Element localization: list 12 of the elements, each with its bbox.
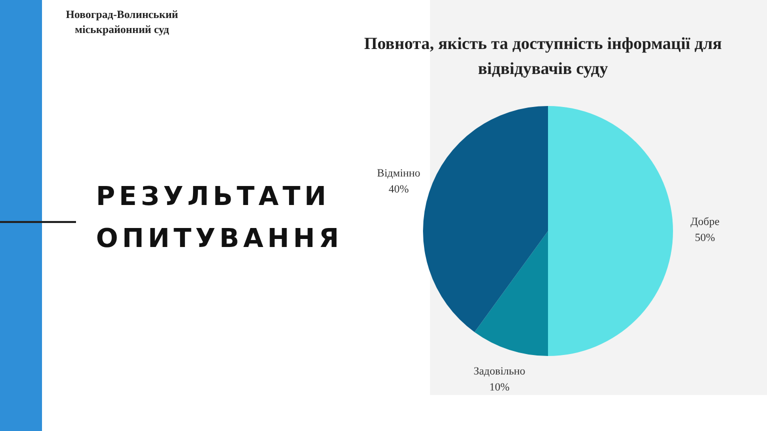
pie-slice [548, 106, 673, 356]
slice-label: Добре [690, 216, 720, 228]
pie-slice [423, 106, 548, 332]
chart-title: Повнота, якість та доступність інформації для відвідувачів суду [363, 33, 723, 80]
slice-label: Задовільно [474, 365, 526, 378]
slice-label: Відмінно [377, 167, 421, 180]
data-label: 10% [489, 381, 510, 394]
data-label: 50% [694, 232, 716, 244]
data-label: 40% [388, 183, 409, 196]
pie-slice [474, 231, 548, 356]
text: РЕЗУЛЬТАТИ ОПИТУВАННЯ [96, 181, 344, 256]
text: Новоград-Волинський міськрайонний суд [64, 8, 180, 38]
